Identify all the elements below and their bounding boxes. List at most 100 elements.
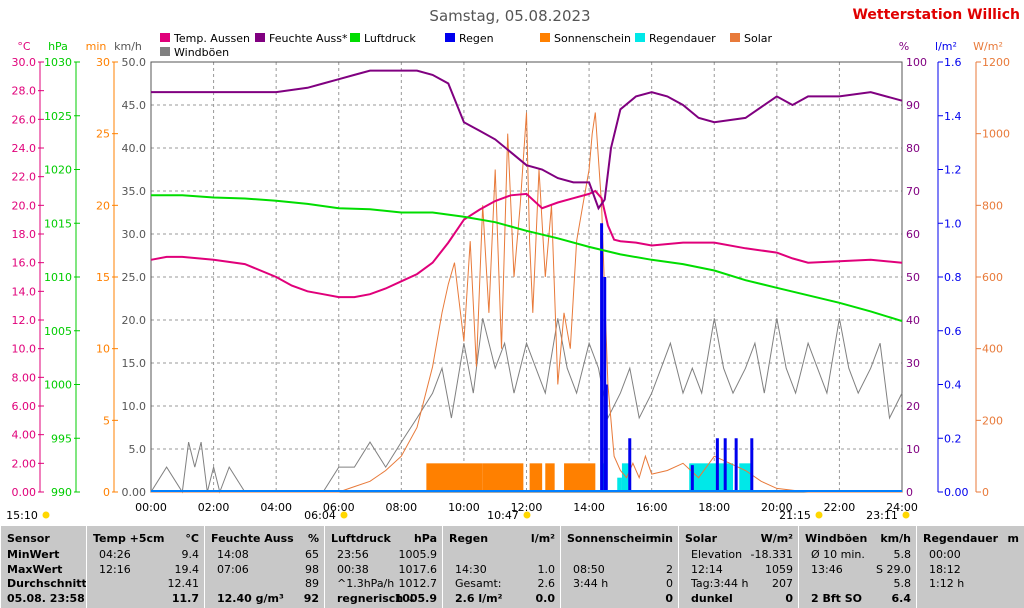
legend-swatch — [350, 33, 360, 42]
wind-axis-tick-label: 35.0 — [122, 185, 147, 198]
rain-axis-tick-label: 1.6 — [944, 56, 962, 69]
stats-column-regen: Regen l/m² 14:30 1.0 Gesamt: 2.6 2.6 l/m² 0.0 — [442, 526, 561, 608]
stats-cell-value: 2 — [666, 562, 673, 576]
legend-swatch — [445, 33, 455, 42]
stats-cell-value: 1.0 — [537, 562, 556, 576]
stats-header-unit: km/h — [880, 532, 911, 545]
stats-header-unit: hPa — [413, 532, 437, 545]
wind-axis-tick-label: 25.0 — [122, 271, 147, 284]
stats-cell-value: 1059 — [765, 562, 793, 576]
stats-cell-label: regnerisch ↓ — [337, 591, 417, 605]
stats-column-sensor: Sensor MinWert MaxWert Durchschnitt 05.08. 2… — [0, 526, 87, 608]
bar-regen — [750, 438, 754, 492]
stats-cell-value: 5.8 — [893, 548, 912, 561]
stats-row — [443, 548, 561, 561]
chart-background — [0, 0, 1024, 526]
stats-row: Durchschnitt — [1, 577, 87, 590]
stats-row: Ø 10 min. 5.8 — [799, 548, 917, 561]
time-marker-label: 15:10 — [6, 509, 38, 522]
stats-row: dunkel 0 — [679, 592, 799, 605]
bar-regendauer — [739, 463, 752, 492]
legend-label: Regendauer — [649, 32, 716, 45]
axis-unit-label: min — [86, 40, 107, 53]
stats-cell-label: 13:46 — [811, 562, 843, 576]
wind-axis-tick-label: 0.00 — [122, 486, 147, 499]
stats-cell-label: 04:26 — [99, 548, 131, 561]
stats-row: 12.41 — [87, 577, 205, 590]
stats-cell-value: S 29.0 — [876, 562, 911, 576]
wind-axis-tick-label: 40.0 — [122, 142, 147, 155]
chart-title: Samstag, 05.08.2023 — [429, 7, 590, 25]
stats-row: 14:08 65 — [205, 548, 325, 561]
stats-header-label: Sensor — [7, 532, 50, 545]
stats-cell-label: Tag:3:44 h — [691, 577, 749, 590]
stats-header-unit: % — [307, 532, 319, 545]
stats-cell-value: 1017.6 — [398, 562, 438, 576]
humidity-axis-tick-label: 100 — [906, 56, 927, 69]
stats-cell-value: 1012.7 — [398, 577, 438, 590]
stats-header: Regen l/m² — [443, 532, 561, 545]
stats-header-unit: W/m² — [760, 532, 793, 545]
temp-axis-tick-label: 8.00 — [12, 371, 37, 384]
time-tick-label: 14:00 — [573, 501, 605, 514]
stats-cell-value: 65 — [305, 548, 319, 561]
legend-label: Regen — [459, 32, 494, 45]
wind-axis-tick-label: 50.0 — [122, 56, 147, 69]
stats-cell-label: ^1.3hPa/h — [337, 577, 395, 590]
stats-row: Tag:3:44 h 207 — [679, 577, 799, 590]
temp-axis-tick-label: 0.00 — [12, 486, 37, 499]
stats-row: 04:26 9.4 — [87, 548, 205, 561]
bar-sonnenschein — [426, 463, 483, 492]
stats-cell-value: 6.4 — [891, 591, 912, 605]
stats-cell-value: 11.7 — [171, 591, 199, 605]
bar-sonnenschein — [482, 463, 524, 492]
stats-row: regnerisch ↓ 1005.9 — [325, 592, 443, 605]
stats-header: Temp +5cm °C — [87, 532, 205, 545]
sun-marker-icon — [815, 511, 823, 519]
stats-header-label: Regen — [449, 532, 489, 545]
stats-row: MinWert — [1, 548, 87, 561]
axis-unit-label: W/m² — [973, 40, 1003, 53]
time-marker-label: 23:11 — [866, 509, 898, 522]
pressure-axis-tick-label: 1020 — [44, 164, 72, 177]
time-tick-label: 06:00 — [323, 501, 355, 514]
wind-axis-tick-label: 15.0 — [122, 357, 147, 370]
bar-sonnenschein — [564, 463, 596, 492]
stats-cell-value: 0 — [666, 577, 673, 590]
pressure-axis-tick-label: 990 — [51, 486, 72, 499]
stats-cell-value: 0.0 — [535, 591, 556, 605]
stats-row: 13:46 S 29.0 — [799, 563, 917, 576]
wind-axis-tick-label: 30.0 — [122, 228, 147, 241]
stats-cell-label: dunkel — [691, 591, 733, 605]
legend-swatch — [540, 33, 550, 42]
temp-axis-tick-label: 2.00 — [12, 457, 37, 470]
bar-sonnenschein — [529, 463, 543, 492]
stats-row: 1:12 h — [917, 577, 1024, 590]
stats-row: ^1.3hPa/h 1012.7 — [325, 577, 443, 590]
stats-header-label: Feuchte Auss — [211, 532, 294, 545]
time-tick-label: 04:00 — [260, 501, 292, 514]
stats-row: 5.8 — [799, 577, 917, 590]
minutes-axis-tick-label: 10 — [96, 343, 110, 356]
time-tick-label: 02:00 — [198, 501, 230, 514]
axis-unit-label: km/h — [114, 40, 142, 53]
sun-marker-icon — [902, 511, 910, 519]
stats-cell-value: 19.4 — [174, 562, 200, 576]
minutes-axis-tick-label: 5 — [103, 414, 110, 427]
statistics-panel: Sensor MinWert MaxWert Durchschnitt 05.08. 2… — [0, 526, 1024, 608]
solar-axis-tick-label: 800 — [982, 199, 1003, 212]
stats-row — [561, 548, 679, 561]
stats-row: 23:56 1005.9 — [325, 548, 443, 561]
temp-axis-tick-label: 20.0 — [12, 199, 37, 212]
stats-cell-value: 207 — [772, 577, 793, 590]
stats-header-unit: °C — [185, 532, 199, 545]
stats-column-solar: Solar W/m² Elevation -18.331 12:14 1059 Tag:3:… — [678, 526, 799, 608]
temp-axis-tick-label: 28.0 — [12, 85, 37, 98]
plot-area — [150, 69, 903, 494]
stats-row: 08:50 2 — [561, 563, 679, 576]
stats-cell-value: 9.4 — [181, 548, 200, 561]
stats-row: 11.7 — [87, 592, 205, 605]
pressure-axis-tick-label: 995 — [51, 432, 72, 445]
bar-regen — [604, 384, 608, 492]
humidity-axis-tick-label: 60 — [906, 228, 920, 241]
